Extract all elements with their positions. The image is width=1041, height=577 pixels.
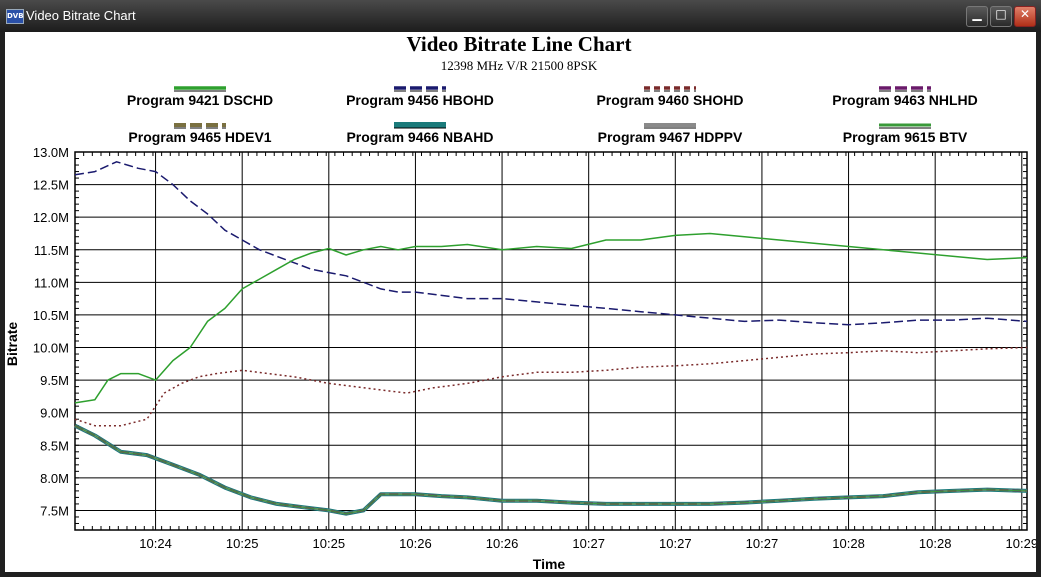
- chart-client-area: Video Bitrate Line Chart 12398 MHz V/R 2…: [4, 32, 1038, 572]
- y-tick-label: 9.5M: [40, 373, 69, 388]
- x-tick-label: 10:28: [919, 536, 952, 551]
- x-tick-label: 10:28: [832, 536, 865, 551]
- x-tick-label: 10:24: [139, 536, 172, 551]
- series-line-program-9421-dschd: [74, 232, 1028, 404]
- x-tick-label: 10:26: [486, 536, 519, 551]
- maximize-button[interactable]: □: [990, 6, 1012, 27]
- series-line-program-9615-btv: [74, 425, 1028, 515]
- y-tick-label: 10.0M: [33, 341, 69, 356]
- plot-frame: [74, 151, 1028, 531]
- x-tick-label: 10:25: [226, 536, 259, 551]
- x-tick-label: 10:26: [399, 536, 432, 551]
- legend-label: Program 9467 HDPPV: [598, 129, 743, 145]
- dvb-app-icon: DVB: [6, 9, 24, 24]
- legend: Program 9421 DSCHD Program 9456 HBOHD Prog…: [127, 86, 978, 145]
- window-title: Video Bitrate Chart: [26, 8, 136, 23]
- series-line-program-9460-shohd: [74, 346, 1028, 427]
- y-tick-label: 12.0M: [33, 210, 69, 225]
- x-tick-label: 10:29: [1006, 536, 1036, 551]
- legend-label: Program 9460 SHOHD: [596, 92, 743, 108]
- close-button[interactable]: ✕: [1014, 6, 1036, 27]
- legend-label: Program 9463 NHLHD: [832, 92, 978, 108]
- y-tick-label: 9.0M: [40, 406, 69, 421]
- legend-label: Program 9456 HBOHD: [346, 92, 494, 108]
- x-tick-label: 10:27: [659, 536, 692, 551]
- y-tick-label: 13.0M: [33, 145, 69, 160]
- title-bar[interactable]: DVB Video Bitrate Chart ▁ □ ✕: [0, 0, 1041, 32]
- x-tick-label: 10:27: [746, 536, 779, 551]
- y-tick-label: 11.0M: [34, 275, 69, 290]
- x-axis-label: Time: [533, 556, 566, 572]
- series-line-program-9456-hbohd: [74, 161, 1028, 326]
- x-tick-label: 10:25: [313, 536, 346, 551]
- x-tick-label: 10:27: [572, 536, 605, 551]
- legend-label: Program 9466 NBAHD: [346, 129, 493, 145]
- y-tick-label: 10.5M: [33, 308, 69, 323]
- minimize-button[interactable]: ▁: [966, 6, 988, 27]
- chart-subtitle: 12398 MHz V/R 21500 8PSK: [441, 58, 598, 73]
- legend-label: Program 9465 HDEV1: [128, 129, 271, 145]
- y-tick-label: 7.5M: [40, 503, 69, 518]
- bitrate-chart: Video Bitrate Line Chart 12398 MHz V/R 2…: [4, 32, 1038, 572]
- legend-label: Program 9615 BTV: [843, 129, 968, 145]
- y-tick-label: 11.5M: [34, 243, 69, 258]
- legend-label: Program 9421 DSCHD: [127, 92, 273, 108]
- y-axis-label: Bitrate: [5, 322, 20, 367]
- y-tick-label: 8.0M: [40, 471, 69, 486]
- plot-area: 13.0M 12.5M 12.0M 11.5M 11.0M 10.5M 10.0M 9.5M 9…: [33, 145, 1038, 551]
- y-tick-label: 8.5M: [40, 438, 69, 453]
- y-tick-label: 12.5M: [33, 178, 69, 193]
- chart-title: Video Bitrate Line Chart: [407, 32, 632, 56]
